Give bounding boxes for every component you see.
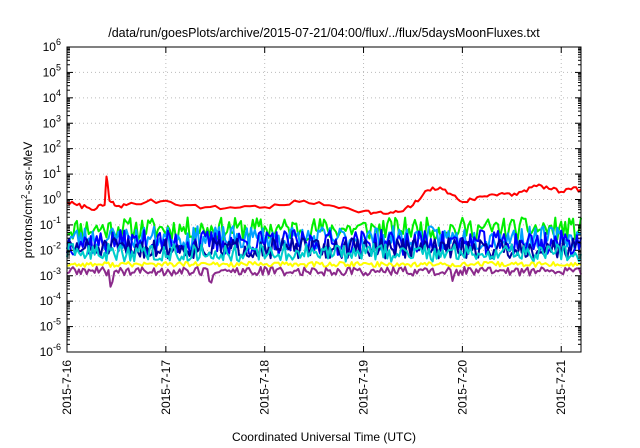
x-tick-label: 2015-7-17 [159, 360, 173, 415]
series-line-6 [66, 242, 582, 263]
y-tick-label: 10-5 [40, 317, 61, 334]
series-line-8 [66, 265, 582, 288]
chart-title: /data/run/goesPlots/archive/2015-07-21/0… [108, 26, 540, 40]
y-axis-label-sup: 2 [20, 194, 29, 199]
y-tick-label: 102 [43, 139, 61, 156]
x-tick-label: 2015-7-20 [455, 360, 469, 415]
y-axis-label-rest: -s-sr-MeV [21, 142, 35, 195]
x-axis-label: Coordinated Universal Time (UTC) [232, 430, 416, 444]
y-axis-ticks: 10-6 10-5 10-4 10-3 10-2 10-1 100 101 102 103 104 1… [40, 37, 581, 359]
y-tick-label: 10-6 [40, 342, 61, 359]
series-line-3 [66, 225, 582, 252]
y-tick-label: 10-3 [40, 266, 61, 283]
y-tick-label: 105 [43, 62, 61, 79]
y-tick-label: 104 [43, 88, 61, 105]
y-tick-label: 10-1 [40, 215, 61, 232]
series-line-1 [66, 175, 582, 215]
series-line-2 [66, 216, 582, 242]
y-tick-label: 106 [43, 37, 61, 54]
x-axis-ticks: 2015-7-16 2015-7-17 2015-7-18 2015-7-19 2015… [60, 47, 568, 415]
y-tick-label: 10-2 [40, 240, 61, 257]
y-axis-label: protons/cm2-s-sr-MeV [20, 142, 35, 258]
y-tick-label: 10-4 [40, 291, 61, 308]
y-tick-label: 100 [43, 190, 61, 207]
y-axis-label-main: protons/cm [21, 199, 35, 258]
y-tick-label: 103 [43, 113, 61, 130]
x-tick-label: 2015-7-16 [60, 360, 74, 415]
y-tick-label: 101 [43, 164, 61, 181]
series-line-7 [67, 260, 582, 268]
x-tick-label: 2015-7-21 [554, 360, 568, 415]
x-tick-label: 2015-7-19 [357, 360, 371, 415]
series-group [66, 175, 582, 288]
x-tick-label: 2015-7-18 [258, 360, 272, 415]
